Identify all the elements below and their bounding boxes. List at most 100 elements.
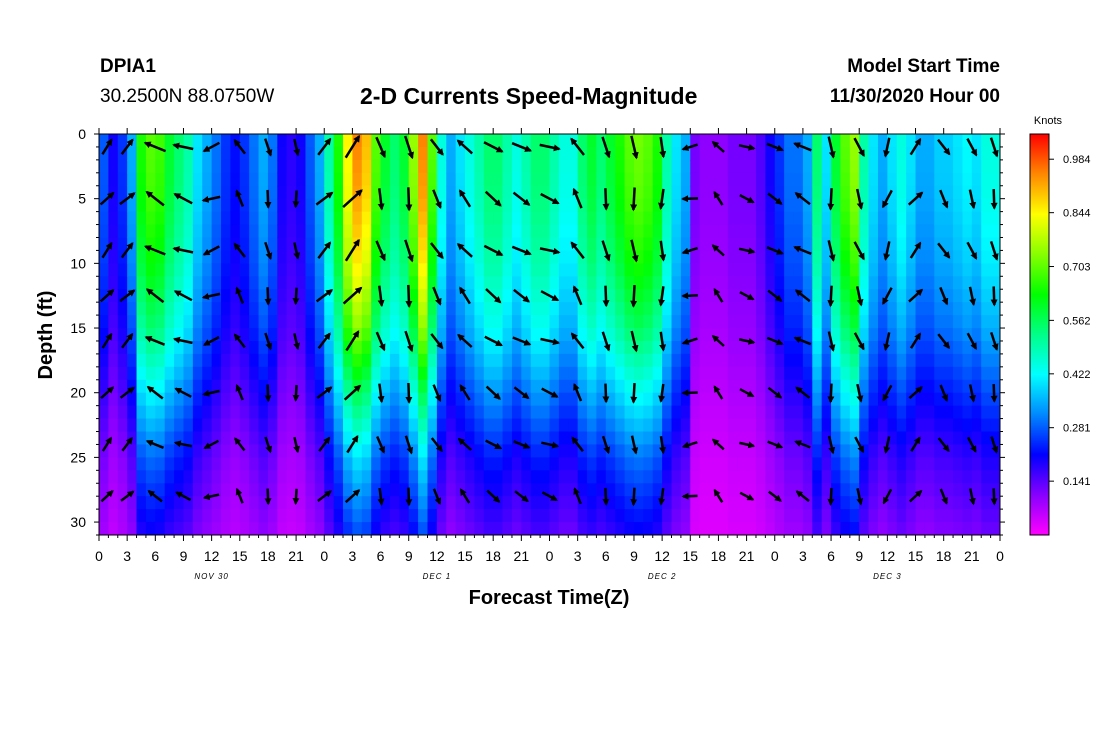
heatmap-cell bbox=[793, 483, 804, 497]
x-tick-label: 3 bbox=[349, 548, 357, 564]
heatmap-cell bbox=[371, 276, 382, 290]
heatmap-cell bbox=[718, 315, 729, 329]
heatmap-cell bbox=[953, 172, 964, 187]
heatmap-cell bbox=[887, 328, 898, 342]
current-vector bbox=[853, 137, 866, 158]
heatmap-cell bbox=[296, 211, 307, 226]
heatmap-cell bbox=[380, 509, 391, 523]
heatmap-cell bbox=[953, 134, 964, 148]
heatmap-cell bbox=[784, 276, 795, 290]
heatmap-cell bbox=[511, 418, 522, 433]
heatmap-cell bbox=[709, 172, 720, 187]
heatmap-cell bbox=[718, 340, 729, 355]
heatmap-cell bbox=[436, 431, 447, 446]
heatmap-cell bbox=[868, 289, 879, 303]
heatmap-cell bbox=[183, 405, 194, 420]
heatmap-cell bbox=[99, 185, 109, 200]
heatmap-cell bbox=[896, 379, 907, 394]
heatmap-cell bbox=[145, 509, 156, 523]
y-axis-label: Depth (ft) bbox=[35, 291, 57, 380]
heatmap-cell bbox=[521, 250, 532, 264]
heatmap-cell bbox=[549, 457, 560, 471]
heatmap-cell bbox=[877, 522, 888, 535]
heatmap-cell bbox=[436, 198, 447, 213]
heatmap-cell bbox=[174, 159, 185, 174]
heatmap-cell bbox=[887, 340, 898, 355]
heatmap-cell bbox=[436, 483, 447, 497]
heatmap-cell bbox=[389, 146, 400, 161]
heatmap-cell bbox=[699, 302, 710, 316]
heatmap-cell bbox=[361, 224, 372, 239]
heatmap-cell bbox=[202, 263, 213, 277]
heatmap-cell bbox=[221, 146, 231, 161]
heatmap-cell bbox=[1000, 444, 1010, 458]
heatmap-cell bbox=[587, 483, 598, 497]
heatmap-cell bbox=[493, 496, 504, 510]
heatmap-cell bbox=[615, 172, 626, 187]
heatmap-cell bbox=[286, 379, 297, 394]
heatmap-cell bbox=[511, 172, 522, 187]
heatmap-cell bbox=[418, 483, 429, 497]
heatmap-cell bbox=[145, 315, 156, 329]
heatmap-cell bbox=[718, 522, 729, 535]
heatmap-cell bbox=[371, 328, 382, 342]
current-vector bbox=[711, 438, 725, 451]
heatmap-cell bbox=[924, 146, 935, 161]
heatmap-cell bbox=[802, 457, 813, 471]
heatmap-cell bbox=[662, 522, 673, 535]
heatmap-cell bbox=[1000, 147, 1010, 161]
heatmap-cell bbox=[296, 224, 307, 239]
heatmap-cell bbox=[230, 172, 241, 187]
heatmap-cell bbox=[267, 470, 278, 484]
heatmap-cell bbox=[408, 328, 419, 342]
heatmap-cell bbox=[924, 405, 935, 420]
heatmap-cell bbox=[643, 250, 654, 264]
heatmap-cell bbox=[305, 509, 316, 523]
heatmap-cell bbox=[671, 496, 682, 510]
heatmap-cell bbox=[221, 263, 231, 277]
heatmap-cell bbox=[277, 276, 288, 290]
heatmap-cell bbox=[117, 418, 128, 433]
day-label: DEC 2 bbox=[648, 572, 677, 581]
heatmap-cell bbox=[183, 444, 194, 458]
heatmap-cell bbox=[596, 263, 607, 277]
heatmap-cell bbox=[887, 146, 898, 161]
heatmap-cell bbox=[530, 302, 541, 316]
current-vector bbox=[343, 384, 362, 401]
current-vector bbox=[233, 139, 246, 155]
heatmap-cell bbox=[202, 392, 213, 407]
heatmap-cell bbox=[155, 185, 166, 200]
heatmap-cell bbox=[540, 470, 551, 484]
heatmap-cell bbox=[117, 470, 128, 484]
heatmap-cell bbox=[896, 263, 907, 277]
heatmap-cell bbox=[615, 457, 626, 471]
current-vector bbox=[766, 142, 784, 152]
colorbar-tick-label: 0.844 bbox=[1063, 208, 1091, 220]
heatmap-cell bbox=[540, 522, 551, 535]
heatmap-cell bbox=[314, 185, 325, 200]
heatmap-cell bbox=[840, 250, 851, 264]
current-vector bbox=[794, 440, 811, 449]
heatmap-cell bbox=[221, 496, 231, 510]
heatmap-cell bbox=[774, 224, 785, 239]
heatmap-cell bbox=[493, 457, 504, 471]
heatmap-cell bbox=[746, 405, 757, 420]
current-vector bbox=[121, 332, 134, 349]
heatmap-cell bbox=[343, 457, 354, 471]
heatmap-cell bbox=[427, 379, 438, 394]
x-tick-label: 3 bbox=[123, 548, 131, 564]
heatmap-cell bbox=[699, 250, 710, 264]
heatmap-cell bbox=[305, 405, 316, 420]
heatmap-cell bbox=[962, 457, 973, 471]
heatmap-cell bbox=[530, 392, 541, 407]
current-vector bbox=[767, 386, 783, 399]
heatmap-cell bbox=[652, 457, 663, 471]
heatmap-cell bbox=[211, 250, 222, 264]
heatmap-cell bbox=[117, 172, 128, 187]
heatmap-cell bbox=[680, 509, 691, 523]
heatmap-cell bbox=[953, 289, 964, 303]
heatmap-cell bbox=[953, 509, 964, 523]
heatmap-cell bbox=[314, 315, 325, 329]
heatmap-cell bbox=[211, 418, 222, 433]
heatmap-cell bbox=[802, 483, 813, 497]
